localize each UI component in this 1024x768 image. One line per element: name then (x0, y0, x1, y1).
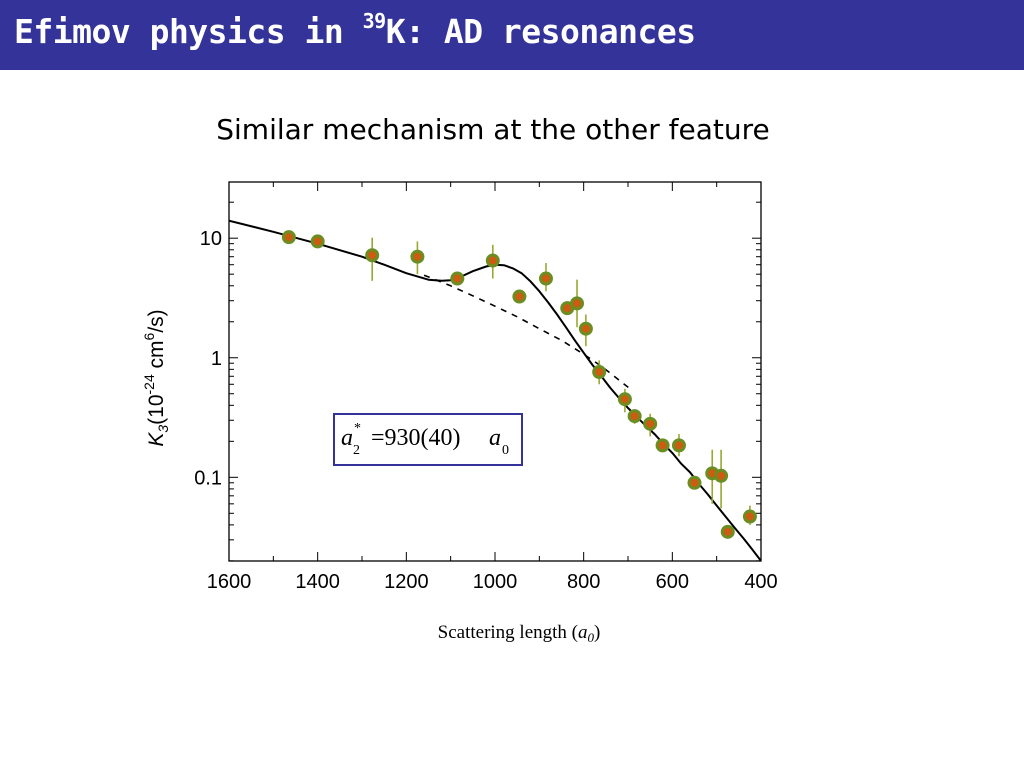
data-point (512, 289, 527, 304)
fit-curve-solid (229, 219, 761, 561)
curves (229, 219, 761, 561)
x-axis-label: Scattering length (a0) (438, 622, 601, 645)
data-point (310, 234, 325, 249)
y-tick-label: 10 (200, 228, 222, 250)
axis-ticks (228, 182, 762, 562)
x-tick-labels: 1600 1400 1200 1000 800 600 400 (207, 571, 778, 593)
data-point (720, 524, 735, 539)
data-point (714, 468, 729, 483)
slide-subtitle: Similar mechanism at the other feature (216, 113, 770, 146)
fit-unit-symbol: a (489, 425, 501, 451)
plot-border (228, 181, 762, 562)
x-tick-label: 1200 (384, 571, 429, 593)
fit-superscript: * (354, 421, 361, 436)
data-point (410, 249, 425, 264)
data-point (643, 416, 658, 431)
x-tick-label: 1400 (295, 571, 340, 593)
data-point (655, 438, 670, 453)
plot-frame (228, 181, 762, 562)
x-tick-label: 1000 (473, 571, 518, 593)
data-point (592, 365, 607, 380)
data-point (485, 253, 500, 268)
fit-subscript: 2 (353, 443, 360, 458)
data-point (365, 248, 380, 263)
fit-unit-subscript: 0 (502, 443, 509, 458)
data-point (617, 392, 632, 407)
data-point (687, 475, 702, 490)
fit-value: =930(40) (371, 425, 461, 451)
y-axis-label: K3(10-24 cm6/s) (141, 309, 171, 446)
fit-result-box: a 2 * =930(40) a 0 (333, 413, 523, 466)
data-point (538, 271, 553, 286)
data-points (281, 230, 757, 539)
y-tick-labels: 10 1 0.1 (194, 228, 222, 489)
data-point (742, 509, 757, 524)
data-point (281, 230, 296, 245)
title-superscript: 39 (362, 9, 387, 33)
x-tick-label: 1600 (207, 571, 252, 593)
data-point (450, 271, 465, 286)
title-bar: Efimov physics in 39K: AD resonances (0, 0, 1024, 70)
title-main: Efimov physics in (14, 12, 363, 51)
fit-symbol: a (341, 425, 353, 451)
y-tick-label: 0.1 (194, 467, 222, 489)
slide-title: Efimov physics in 39K: AD resonances (14, 9, 696, 51)
x-tick-label: 400 (744, 571, 777, 593)
title-rest: K: AD resonances (385, 12, 696, 51)
data-point (671, 438, 686, 453)
x-tick-label: 600 (656, 571, 689, 593)
data-point (570, 296, 585, 311)
y-tick-label: 1 (211, 348, 222, 370)
x-tick-label: 800 (567, 571, 600, 593)
data-point (627, 409, 642, 424)
fit-curve-dashed (423, 274, 633, 392)
data-point (578, 321, 593, 336)
